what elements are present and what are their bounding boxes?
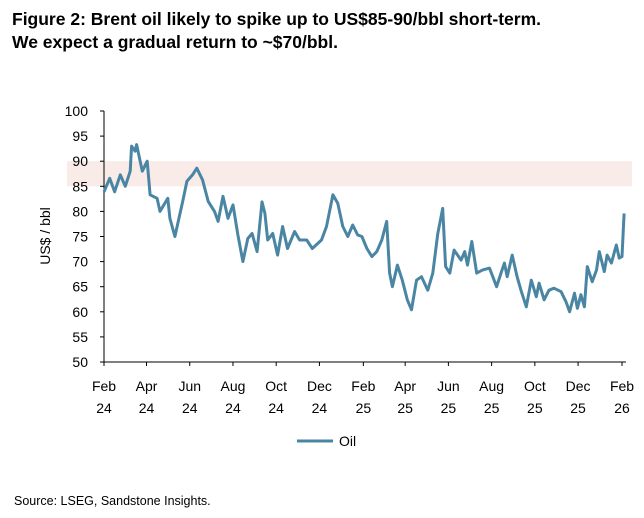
x-tick-year: 24 bbox=[96, 400, 112, 416]
x-tick-year: 24 bbox=[182, 400, 198, 416]
x-tick-year: 24 bbox=[225, 400, 241, 416]
x-tick-month: Apr bbox=[136, 378, 158, 394]
x-tick-year: 25 bbox=[356, 400, 372, 416]
x-axis-ticks: Feb 24 Apr 24 Jun 24 Aug 24 Oct 24 Dec 24 Feb 25 Apr 25… bbox=[92, 362, 634, 416]
x-tick-year: 25 bbox=[484, 400, 500, 416]
y-tick-label: 75 bbox=[72, 229, 88, 245]
x-tick-month: Jun bbox=[178, 378, 201, 394]
title-line-1: Figure 2: Brent oil likely to spike up t… bbox=[12, 9, 541, 29]
source-note: Source: LSEG, Sandstone Insights. bbox=[14, 494, 211, 508]
y-tick-label: 55 bbox=[72, 329, 88, 345]
title-line-2: We expect a gradual return to ~$70/bbl. bbox=[12, 32, 338, 52]
x-tick-year: 24 bbox=[139, 400, 155, 416]
y-axis-ticks: 50 55 60 65 70 75 80 85 90 95 100 bbox=[65, 103, 104, 370]
y-axis-label: US$ / bbl bbox=[37, 207, 53, 265]
legend-label-oil: Oil bbox=[339, 433, 356, 449]
chart-title: Figure 2: Brent oil likely to spike up t… bbox=[12, 8, 642, 54]
x-tick-month: Jun bbox=[437, 378, 460, 394]
y-tick-label: 60 bbox=[72, 304, 88, 320]
y-tick-label: 50 bbox=[72, 354, 88, 370]
x-tick-month: Oct bbox=[524, 378, 546, 394]
x-tick-month: Feb bbox=[351, 378, 375, 394]
x-tick-month: Oct bbox=[265, 378, 287, 394]
x-tick-month: Feb bbox=[610, 378, 634, 394]
x-tick-year: 25 bbox=[570, 400, 586, 416]
x-tick-month: Aug bbox=[479, 378, 504, 394]
y-tick-label: 85 bbox=[72, 178, 88, 194]
y-tick-label: 80 bbox=[72, 203, 88, 219]
y-tick-label: 95 bbox=[72, 128, 88, 144]
y-tick-label: 65 bbox=[72, 279, 88, 295]
y-tick-label: 90 bbox=[72, 153, 88, 169]
x-tick-month: Feb bbox=[92, 378, 116, 394]
x-tick-year: 24 bbox=[268, 400, 284, 416]
series-line-oil bbox=[102, 143, 626, 314]
x-tick-year: 25 bbox=[527, 400, 543, 416]
x-tick-year: 26 bbox=[614, 400, 630, 416]
x-tick-year: 25 bbox=[397, 400, 413, 416]
y-tick-label: 70 bbox=[72, 254, 88, 270]
x-tick-year: 24 bbox=[312, 400, 328, 416]
x-tick-month: Dec bbox=[566, 378, 591, 394]
x-tick-month: Dec bbox=[307, 378, 332, 394]
x-tick-year: 25 bbox=[441, 400, 457, 416]
target-range-band bbox=[67, 161, 632, 187]
x-tick-month: Aug bbox=[221, 378, 246, 394]
x-tick-month: Apr bbox=[394, 378, 416, 394]
y-tick-label: 100 bbox=[65, 103, 89, 119]
